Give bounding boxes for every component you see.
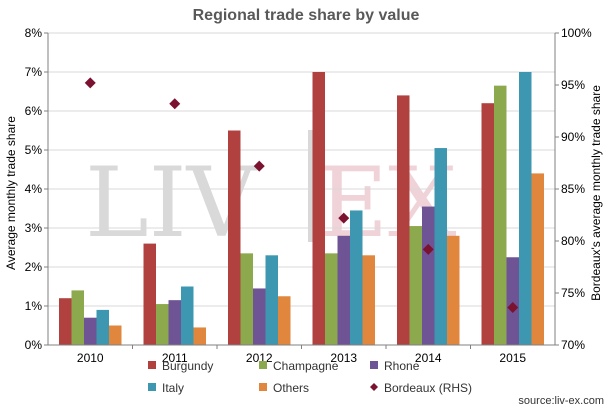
left-axis-ticks: 0% 1% 2% 3% 4% 5% 6% 7% 8% [25,26,48,352]
watermark-divider [308,130,313,242]
y2-tick-label: 95% [561,78,585,92]
bar-others-2010 [109,325,122,345]
x-tick-label: 2014 [415,351,442,365]
bar-rhone-2010 [84,317,97,345]
x-tick-label: 2013 [330,351,357,365]
bar-burgundy-2014 [397,95,410,346]
bar-italy-2012 [265,255,278,345]
bar-others-2014 [447,235,460,345]
y2-tick-label: 85% [561,182,585,196]
bar-rhone-2012 [253,288,266,345]
bar-champagne-2014 [409,226,422,345]
y-tick-label: 3% [25,221,43,235]
bar-rhone-2015 [506,257,519,345]
legend-label-others: Others [273,381,309,395]
y-tick-label: 7% [25,65,43,79]
y-tick-label: 6% [25,104,43,118]
bar-others-2013 [362,255,375,345]
bar-burgundy-2011 [143,243,156,345]
bar-rhone-2014 [422,206,435,345]
y-tick-label: 4% [25,182,43,196]
bar-italy-2010 [96,309,109,345]
legend-label-bordeaux-rhs: Bordeaux (RHS) [384,381,472,395]
bar-burgundy-2012 [228,130,241,345]
legend-swatch-burgundy [148,361,156,369]
y-tick-label: 8% [25,26,43,40]
legend: Burgundy Champagne Rhone Italy Others Bordeau… [148,359,472,395]
y2-tick-label: 75% [561,286,585,300]
bar-champagne-2015 [494,85,507,346]
right-axis-ticks: 70% 75% 80% 85% 90% 95% 100% [555,26,592,352]
x-tick-label: 2011 [162,351,188,365]
bar-burgundy-2013 [312,72,325,345]
legend-swatch-rhone [370,361,378,369]
legend-label-rhone: Rhone [384,359,420,373]
y-tick-label: 1% [25,299,43,313]
legend-label-champagne: Champagne [273,359,339,373]
marker-bordeaux-rhs-2014 [422,243,434,255]
y-tick-label: 0% [25,338,43,352]
bar-champagne-2012 [240,253,253,345]
marker-bordeaux-rhs-2010 [84,77,96,89]
marker-bordeaux-rhs-2011 [169,98,181,110]
legend-swatch-champagne [259,361,267,369]
bar-others-2015 [531,173,544,345]
bar-burgundy-2010 [59,298,72,345]
bar-champagne-2011 [156,304,169,345]
bar-burgundy-2015 [481,103,494,345]
y-tick-label: 2% [25,260,43,274]
category-axis-ticks: 2010 2011 2012 2013 2014 2015 [77,345,526,365]
bars [59,72,544,346]
marker-bordeaux-rhs-2013 [338,212,350,224]
bar-champagne-2010 [71,290,84,345]
y2-tick-label: 90% [561,130,585,144]
bar-champagne-2013 [325,253,338,345]
grid-lines [48,32,555,307]
marker-bordeaux-rhs-2012 [253,160,265,172]
x-tick-label: 2010 [77,351,104,365]
y2-tick-label: 80% [561,234,585,248]
legend-label-burgundy: Burgundy [162,359,213,373]
bar-italy-2015 [519,72,532,345]
legend-swatch-others [259,383,267,391]
y2-tick-label: 100% [561,26,592,40]
y-tick-label: 5% [25,143,43,157]
bar-rhone-2013 [337,235,350,345]
bar-italy-2014 [434,148,447,345]
chart-title: Regional trade share by value [193,7,420,24]
y2-tick-label: 70% [561,338,585,352]
bordeaux-markers [84,77,519,314]
marker-bordeaux-rhs-2015 [507,302,519,314]
legend-swatch-italy [148,383,156,391]
bar-italy-2013 [350,210,363,345]
legend-label-italy: Italy [162,381,184,395]
bar-others-2012 [278,296,291,345]
y-axis-label: Average monthly trade share [4,116,18,270]
bar-rhone-2011 [168,300,181,345]
y2-axis-label: Bordeaux's average monthly trade share [589,85,603,301]
source-note: source:liv-ex.com [518,395,604,407]
x-tick-label: 2015 [499,351,526,365]
bar-others-2011 [193,327,206,345]
bar-italy-2011 [181,286,194,345]
legend-swatch-bordeaux-rhs [370,383,378,391]
